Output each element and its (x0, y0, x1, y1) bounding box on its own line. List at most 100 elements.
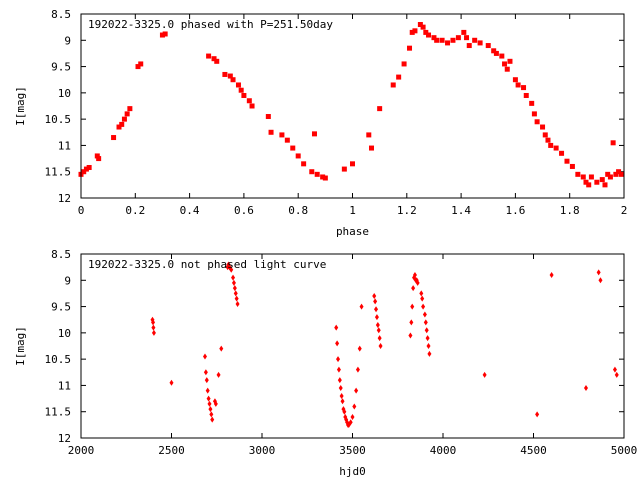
phased-x-tick-label: 1.8 (560, 204, 580, 217)
unphased-data-point (337, 377, 342, 384)
phased-data-point (290, 145, 296, 151)
phased-data-point (521, 85, 527, 91)
phased-data-point (499, 53, 505, 59)
unphased-data-point (151, 324, 156, 331)
phased-x-tick-label: 1.4 (451, 204, 471, 217)
unphased-data-point (425, 335, 430, 342)
unphased-data-point (229, 266, 234, 273)
phased-y-tick-label: 11.5 (45, 166, 72, 179)
phased-chart-title: 192022-3325.0 phased with P=251.50day (88, 18, 333, 31)
phased-data-point (116, 124, 122, 130)
phased-data-point (491, 48, 497, 54)
phased-data-point (618, 171, 624, 177)
phased-data-point (230, 77, 236, 83)
unphased-data-point (374, 314, 379, 321)
phased-data-point (159, 32, 165, 38)
unphased-data-point (342, 408, 347, 415)
phased-data-point (138, 61, 144, 67)
phased-data-point (534, 119, 540, 125)
phased-data-point (607, 174, 613, 180)
unphased-x-tick-label: 2000 (68, 444, 95, 457)
phased-data-point (588, 174, 594, 180)
unphased-y-tick-label: 11.5 (45, 406, 72, 419)
unphased-x-tick-label: 3000 (249, 444, 276, 457)
phased-data-point (206, 53, 212, 59)
unphased-data-point (210, 416, 215, 423)
unphased-data-point (374, 306, 379, 313)
unphased-data-point (377, 335, 382, 342)
phased-data-point (265, 114, 271, 120)
phased-y-tick-label: 9.5 (51, 61, 71, 74)
unphased-data-point (596, 269, 601, 276)
unphased-data-point (408, 332, 413, 339)
phased-y-axis-label: I[mag] (14, 86, 27, 126)
phased-light-curve-panel: 0 0.2 0.4 0.6 0.8 1 1.2 1.4 1.6 1.8 2 8.5 9 9.5 10 10.5… (14, 8, 627, 238)
phased-data-point (366, 132, 372, 138)
phased-data-point (485, 43, 491, 49)
phased-data-point (545, 137, 551, 143)
unphased-data-point (423, 319, 428, 326)
phased-data-point (559, 150, 565, 156)
unphased-y-tick-label: 12 (58, 432, 71, 445)
phased-data-point (502, 61, 508, 67)
phased-x-tick-label: 1.6 (505, 204, 525, 217)
phased-data-point (512, 77, 518, 83)
phased-data-point (575, 171, 581, 177)
phased-data-point (466, 43, 472, 49)
phased-data-point (211, 56, 217, 62)
unphased-data-point (202, 353, 207, 360)
unphased-data-point (614, 371, 619, 378)
phased-data-point (493, 50, 499, 56)
unphased-data-point (338, 385, 343, 392)
unphased-y-tick-label: 9.5 (51, 301, 71, 314)
phased-data-point (594, 179, 600, 185)
phased-data-point (214, 58, 220, 64)
phased-data-point (450, 37, 456, 43)
phased-data-point (369, 145, 375, 151)
unphased-data-point (378, 343, 383, 349)
phased-data-point (580, 174, 586, 180)
unphased-data-point (206, 395, 211, 402)
phased-data-point (222, 71, 228, 77)
phased-data-point (350, 161, 355, 167)
phased-data-point (540, 124, 546, 130)
phased-data-point (461, 29, 467, 35)
phased-x-axis-label: phase (336, 225, 369, 238)
unphased-data-point (375, 321, 380, 328)
unphased-data-point (420, 295, 425, 302)
unphased-data-point (335, 340, 340, 347)
unphased-data-point (151, 329, 156, 336)
phased-x-tick-label: 1.2 (397, 204, 417, 217)
unphased-data-point (359, 303, 364, 310)
phased-data-point (94, 153, 100, 159)
phased-data-point (455, 35, 461, 41)
phased-data-point (464, 35, 470, 41)
unphased-data-point (219, 345, 224, 352)
phased-data-point (311, 131, 317, 137)
unphased-data-point (598, 277, 603, 284)
phased-data-point (284, 137, 290, 143)
unphased-data-point (422, 311, 427, 318)
phased-x-tick-label: 0.8 (288, 204, 308, 217)
phased-y-tick-label: 12 (58, 192, 71, 205)
unphased-plot-frame (80, 253, 625, 439)
phased-y-tick-label: 11 (58, 139, 71, 152)
phased-y-tick-label: 9 (64, 34, 71, 47)
phased-data-point (569, 163, 575, 169)
unphased-data-point (482, 371, 487, 378)
phased-data-point (135, 64, 141, 70)
phased-data-point (507, 58, 513, 64)
phased-data-point (235, 82, 241, 88)
phased-data-point (119, 121, 125, 127)
phased-data-point (121, 116, 127, 122)
phased-x-tick-label: 1 (349, 204, 356, 217)
unphased-data-point (373, 298, 378, 305)
phased-data-point (583, 179, 589, 185)
phased-data-point (564, 158, 570, 164)
unphased-data-point (357, 345, 362, 352)
unphased-data-point (409, 319, 414, 326)
unphased-data-point (376, 327, 381, 334)
unphased-data-point (334, 324, 339, 331)
unphased-y-tick-label: 11 (58, 379, 71, 392)
unphased-data-point (410, 303, 415, 310)
